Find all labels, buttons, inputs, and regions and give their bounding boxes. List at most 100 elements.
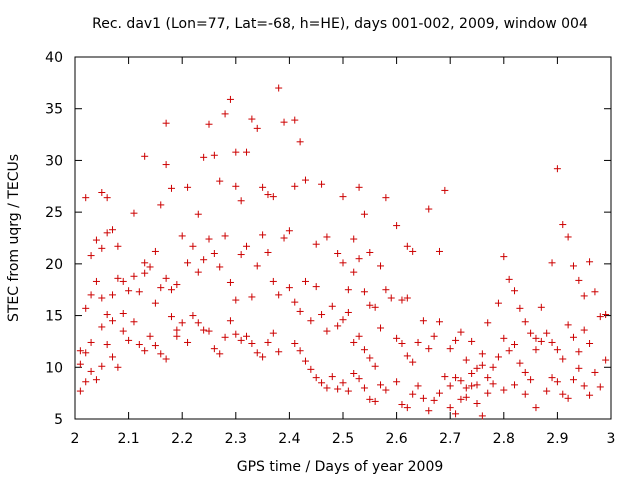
data-point — [109, 226, 117, 234]
x-tick-label: 2 — [71, 431, 80, 447]
data-point — [350, 369, 358, 377]
data-point — [452, 374, 460, 382]
data-point — [232, 296, 240, 304]
data-point — [264, 248, 272, 256]
data-point — [532, 346, 540, 354]
data-point — [511, 341, 519, 349]
data-point — [76, 347, 84, 355]
data-point — [553, 346, 561, 354]
data-point — [291, 298, 299, 306]
data-point — [248, 339, 256, 347]
data-point — [221, 333, 229, 341]
data-point — [580, 292, 588, 300]
data-point — [103, 229, 111, 237]
data-point — [237, 251, 245, 259]
data-point — [441, 373, 449, 381]
data-point — [87, 252, 95, 260]
data-point — [382, 386, 390, 394]
data-point — [237, 336, 245, 344]
y-tick-label: 5 — [54, 412, 63, 428]
data-point — [393, 378, 401, 386]
y-axis: 5 10 15 20 25 30 35 40 — [45, 50, 611, 428]
data-point — [339, 259, 347, 267]
data-point — [586, 339, 594, 347]
x-tick-label: 2.7 — [439, 431, 461, 447]
data-point — [312, 240, 320, 248]
data-point — [334, 322, 342, 330]
data-point — [103, 311, 111, 319]
data-point — [318, 180, 326, 188]
data-point — [312, 374, 320, 382]
data-point — [403, 352, 411, 360]
data-point — [371, 362, 379, 370]
x-tick-label: 2.1 — [117, 431, 139, 447]
data-point — [205, 235, 213, 243]
data-point — [301, 176, 309, 184]
data-point — [141, 347, 149, 355]
plot-frame — [74, 56, 612, 420]
data-point — [521, 368, 529, 376]
data-point — [548, 338, 556, 346]
data-point — [344, 308, 352, 316]
data-point — [280, 118, 288, 126]
data-point — [409, 390, 417, 398]
data-point — [237, 197, 245, 205]
data-point — [146, 263, 154, 271]
data-point — [398, 339, 406, 347]
data-point — [157, 201, 165, 209]
data-points — [76, 84, 610, 420]
x-tick-label: 3 — [607, 431, 616, 447]
data-point — [226, 317, 234, 325]
data-point — [318, 379, 326, 387]
data-point — [232, 148, 240, 156]
data-point — [435, 389, 443, 397]
data-point — [141, 259, 149, 267]
data-point — [360, 210, 368, 218]
data-point — [82, 349, 90, 357]
data-point — [350, 338, 358, 346]
data-point — [441, 186, 449, 194]
data-point — [425, 345, 433, 353]
data-point — [484, 374, 492, 382]
data-point — [532, 404, 540, 412]
data-point — [414, 338, 422, 346]
data-point — [366, 395, 374, 403]
x-axis: 2 2.1 2.2 2.3 2.4 2.5 2.6 2.7 2.8 2.9 3 — [71, 57, 616, 447]
data-point — [537, 303, 545, 311]
data-point — [489, 380, 497, 388]
data-point — [119, 277, 127, 285]
data-point — [462, 356, 470, 364]
data-point — [151, 342, 159, 350]
data-point — [221, 110, 229, 118]
data-point — [173, 332, 181, 340]
data-point — [586, 391, 594, 399]
data-point — [323, 384, 331, 392]
x-tick-label: 2.4 — [278, 431, 300, 447]
data-point — [162, 119, 170, 127]
data-point — [344, 387, 352, 395]
data-point — [243, 148, 251, 156]
data-point — [586, 258, 594, 266]
x-tick-label: 2.5 — [332, 431, 354, 447]
data-point — [591, 288, 599, 296]
data-point — [548, 374, 556, 382]
data-point — [382, 286, 390, 294]
data-point — [259, 353, 267, 361]
data-point — [264, 191, 272, 199]
data-point — [253, 124, 261, 132]
data-point — [580, 382, 588, 390]
x-tick-label: 2.9 — [546, 431, 568, 447]
data-point — [232, 182, 240, 190]
data-point — [98, 294, 106, 302]
data-point — [216, 177, 224, 185]
y-tick-label: 25 — [45, 205, 63, 221]
y-tick-label: 20 — [45, 257, 63, 273]
data-point — [516, 359, 524, 367]
data-point — [355, 332, 363, 340]
data-point — [167, 313, 175, 321]
data-point — [521, 318, 529, 326]
data-point — [146, 332, 154, 340]
data-point — [226, 95, 234, 103]
data-point — [339, 316, 347, 324]
